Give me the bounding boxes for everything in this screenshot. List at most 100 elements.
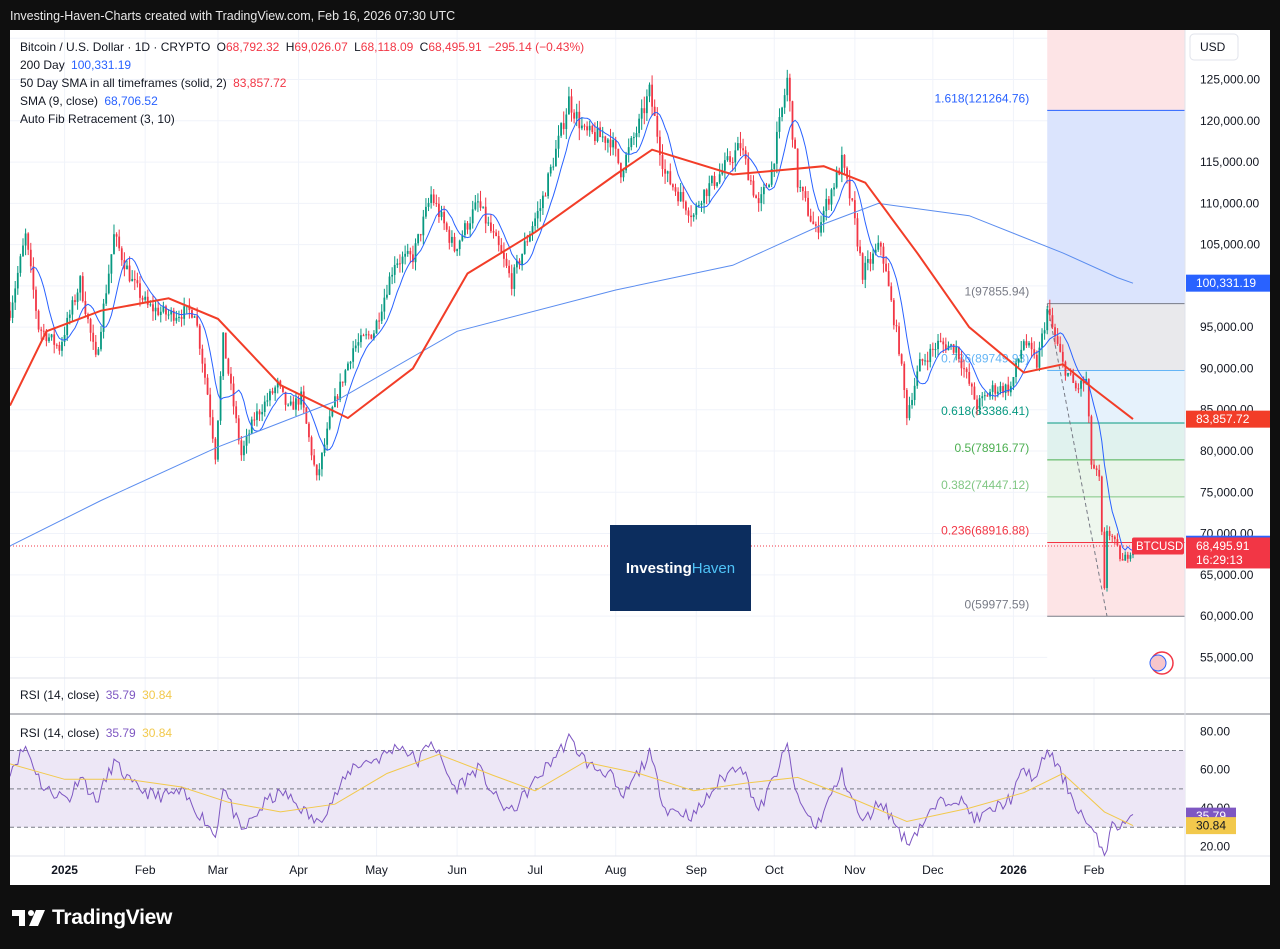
time-tick-0: 2025 xyxy=(51,863,78,877)
legend-change: −295.14 (−0.43%) xyxy=(488,40,585,54)
candle-body xyxy=(339,381,342,400)
candle-body xyxy=(42,330,45,332)
candle-body xyxy=(113,234,115,255)
candle-body xyxy=(237,418,240,441)
candle-body xyxy=(1002,386,1004,394)
chart-frame[interactable]: 1.618(121264.76) 1(97855.94) 0.786(89749.9… xyxy=(10,30,1270,885)
candle-body xyxy=(723,160,726,171)
candle-body xyxy=(347,363,349,371)
candle-body xyxy=(596,127,599,142)
time-tick-4: May xyxy=(365,863,388,877)
candle-body xyxy=(313,455,316,465)
candle-body xyxy=(604,136,607,143)
candle-body xyxy=(201,348,204,364)
price-label-1: 83,857.72 xyxy=(1196,412,1250,426)
candle-body xyxy=(526,241,529,243)
candle-body xyxy=(154,307,157,312)
candle-body xyxy=(957,346,960,360)
candle-body xyxy=(726,156,729,161)
candle-body xyxy=(105,293,108,304)
candle-body xyxy=(141,297,144,300)
candle-body xyxy=(37,310,40,330)
candle-body xyxy=(469,223,472,230)
candle-body xyxy=(731,161,734,163)
candle-body xyxy=(1090,416,1093,465)
candle-body xyxy=(664,169,666,174)
candle-body xyxy=(282,386,284,392)
candle-body xyxy=(162,306,165,312)
candle-body xyxy=(908,405,911,419)
candle-body xyxy=(331,406,334,417)
candle-body xyxy=(373,333,375,339)
candle-body xyxy=(570,96,573,113)
candle-body xyxy=(477,201,479,203)
candle-body xyxy=(375,320,378,334)
candle-body xyxy=(144,296,147,300)
candle-body xyxy=(323,444,326,453)
candle-body xyxy=(900,354,903,364)
candle-body xyxy=(697,205,700,207)
candle-body xyxy=(438,203,440,217)
candle-body xyxy=(61,341,63,351)
candle-body xyxy=(328,416,331,429)
candle-body xyxy=(778,117,781,132)
candle-body xyxy=(396,263,399,265)
footer-bar: TradingView xyxy=(0,885,1280,949)
candle-body xyxy=(315,464,318,476)
chart-svg[interactable]: 1.618(121264.76) 1(97855.94) 0.786(89749.9… xyxy=(10,30,1270,885)
candle-body xyxy=(1048,309,1051,316)
candle-body xyxy=(786,77,789,96)
candle-body xyxy=(289,401,292,405)
candle-body xyxy=(1064,361,1067,376)
legend-sma50-value: 83,857.72 xyxy=(233,76,287,90)
candle-body xyxy=(409,250,412,255)
price-tick-8: 95,000.00 xyxy=(1200,320,1254,334)
candle-body xyxy=(583,125,586,127)
candle-body xyxy=(877,242,880,250)
candle-body xyxy=(627,147,630,155)
candle-body xyxy=(318,469,321,476)
candle-body xyxy=(531,226,534,235)
rsi-tick-2: 60.00 xyxy=(1200,763,1230,777)
legend-rsi-value: 35.79 xyxy=(105,688,136,702)
candle-body xyxy=(159,311,162,315)
legend-low: 68,118.09 xyxy=(360,40,414,54)
candle-body xyxy=(970,383,973,387)
candle-body xyxy=(1015,362,1017,378)
legend-symbol: Bitcoin / U.S. Dollar · 1D · CRYPTO xyxy=(20,40,211,54)
candle-body xyxy=(81,276,84,302)
candle-body xyxy=(557,135,560,149)
candle-body xyxy=(308,423,310,438)
candle-body xyxy=(393,264,396,275)
price-tick-13: 120,000.00 xyxy=(1200,114,1260,128)
candle-body xyxy=(178,316,180,318)
candle-body xyxy=(71,300,74,315)
candle-body xyxy=(788,77,791,102)
candle-body xyxy=(640,108,643,119)
candle-body xyxy=(1017,358,1020,363)
time-tick-6: Jul xyxy=(527,863,542,877)
time-tick-5: Jun xyxy=(447,863,466,877)
time-tick-13: Feb xyxy=(1084,863,1105,877)
candle-body xyxy=(19,256,22,273)
rsi-value-label-1: 30.84 xyxy=(1196,819,1226,833)
price-label-0: 100,331.19 xyxy=(1196,276,1256,290)
time-tick-2: Mar xyxy=(208,863,229,877)
candle-body xyxy=(399,263,401,265)
tradingview-logo[interactable]: TradingView xyxy=(12,905,172,931)
candle-body xyxy=(835,170,838,188)
candle-body xyxy=(742,148,744,151)
candle-body xyxy=(721,170,724,175)
candle-body xyxy=(243,445,245,456)
symbol-tag-bg xyxy=(1132,537,1184,555)
candle-body xyxy=(952,344,955,353)
candle-body xyxy=(747,158,750,181)
candle-body xyxy=(14,288,17,303)
candle-body xyxy=(864,262,867,280)
candle-body xyxy=(50,334,53,338)
candle-body xyxy=(1020,349,1023,359)
candle-body xyxy=(204,363,206,378)
legend-h-label: H xyxy=(285,40,295,54)
candle-body xyxy=(1121,559,1124,561)
candle-body xyxy=(349,361,352,364)
